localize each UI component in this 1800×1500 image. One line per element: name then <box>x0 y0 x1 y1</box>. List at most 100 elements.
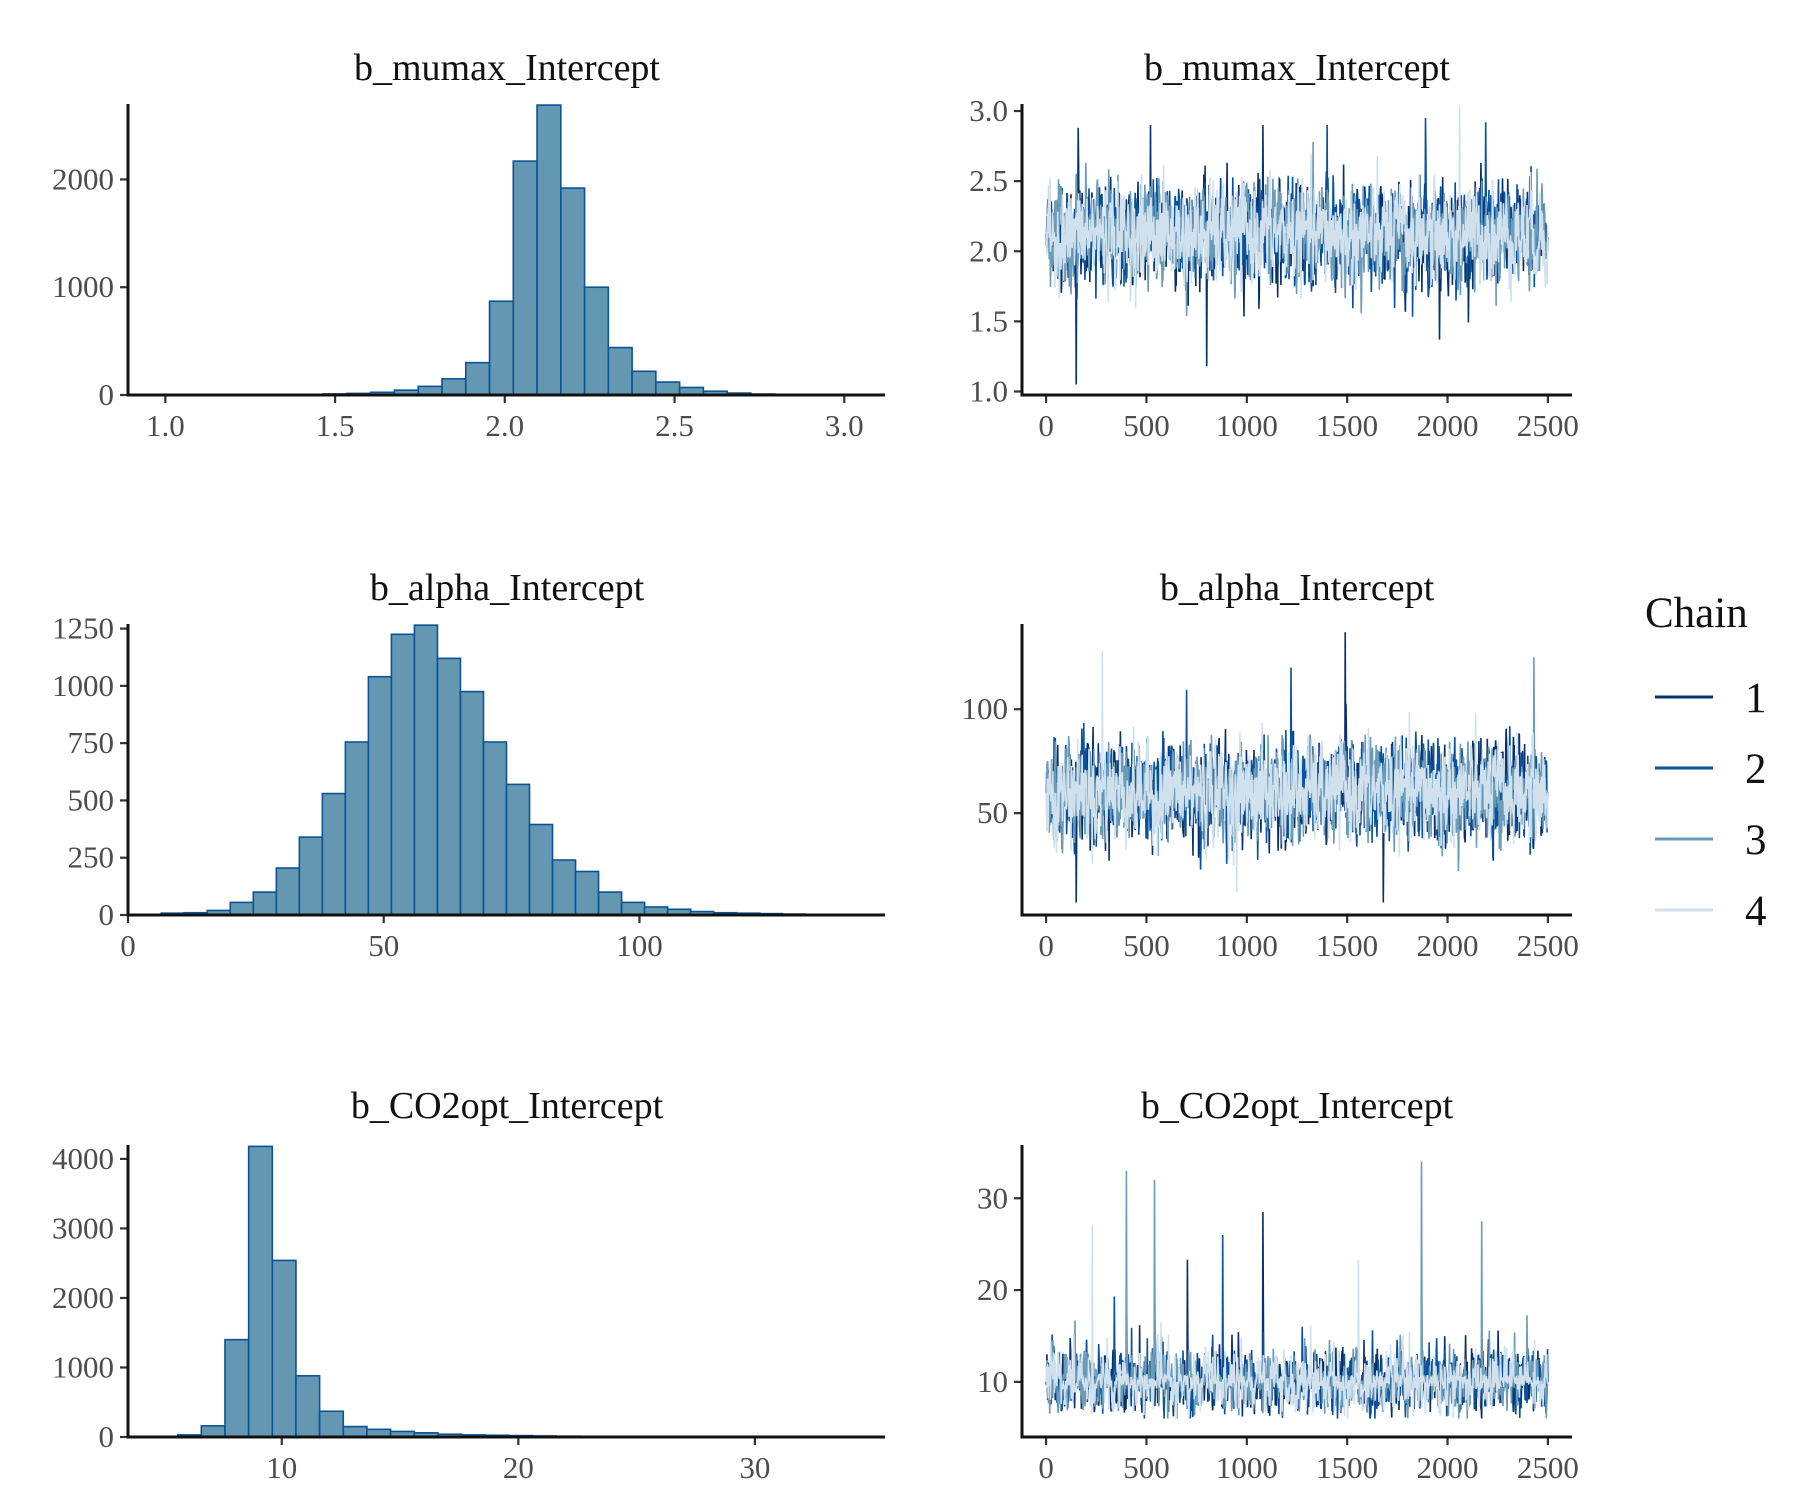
hist-bars <box>160 624 830 916</box>
axis-ticks: 1.0 1.5 2.0 2.5 3.0 0 1000 2000 <box>52 161 864 443</box>
hist-bar <box>298 836 324 916</box>
hist-bar <box>318 1410 345 1438</box>
y-tick-label: 3.0 <box>969 93 1008 128</box>
axis-ticks: 10 20 30 0 1000 2000 3000 4000 <box>52 1141 770 1485</box>
hist-bar <box>560 187 586 396</box>
y-tick-label: 20 <box>977 1272 1008 1307</box>
hist-bar <box>488 300 515 396</box>
axis-ticks: 0 500 1000 1500 2000 2500 1.0 1.5 2.0 2.5 3.0 <box>969 93 1579 443</box>
x-tick-label: 2500 <box>1517 928 1579 963</box>
axis-lines <box>126 1145 885 1439</box>
panel-title: b_mumax_Intercept <box>1144 47 1450 89</box>
x-tick-label: 20 <box>503 1450 534 1485</box>
y-tick-label: 500 <box>68 782 115 817</box>
y-tick-label: 1250 <box>52 611 114 646</box>
x-tick-label: 500 <box>1123 1450 1170 1485</box>
x-tick-label: 10 <box>266 1450 297 1485</box>
x-tick-label: 2000 <box>1417 928 1479 963</box>
axis-lines <box>126 104 885 397</box>
x-tick-label: 2.0 <box>485 408 524 443</box>
panel-title: b_alpha_Intercept <box>1160 567 1435 609</box>
hist-bar <box>528 823 554 916</box>
axis-lines <box>126 624 885 917</box>
panel-title: b_CO2opt_Intercept <box>351 1085 664 1127</box>
y-tick-label: 30 <box>977 1180 1008 1215</box>
hist-bar <box>459 690 485 916</box>
hist-bar <box>413 624 439 916</box>
legend-label-3: 3 <box>1745 817 1767 864</box>
x-tick-label: 1500 <box>1316 408 1378 443</box>
legend-label-4: 4 <box>1745 888 1767 935</box>
legend-title: Chain <box>1645 590 1748 637</box>
x-tick-label: 100 <box>616 928 663 963</box>
axis-lines <box>1020 1145 1572 1439</box>
y-tick-label: 10 <box>977 1364 1008 1399</box>
x-tick-label: 2500 <box>1517 1450 1579 1485</box>
hist-bar <box>482 741 508 916</box>
hist-bar <box>620 901 646 916</box>
x-tick-label: 50 <box>368 928 399 963</box>
y-tick-label: 1000 <box>52 1349 114 1384</box>
panel-trace-alpha: b_alpha_Intercept 0 500 1000 1500 2000 2500 50… <box>962 567 1579 963</box>
hist-bar <box>436 657 462 916</box>
hist-bar <box>655 381 681 396</box>
hist-bars <box>153 1145 865 1438</box>
y-tick-label: 2.0 <box>969 233 1008 268</box>
hist-bar <box>551 859 577 916</box>
x-tick-label: 2000 <box>1417 1450 1479 1485</box>
hist-bar <box>271 1259 297 1438</box>
trace-lines <box>1045 106 1549 385</box>
y-tick-label: 4000 <box>52 1141 114 1176</box>
hist-bar <box>583 286 610 396</box>
panel-trace-co2opt: b_CO2opt_Intercept 0 500 1000 1500 2000 2500 1… <box>977 1085 1579 1485</box>
panel-hist-alpha: b_alpha_Intercept 0 50 1000250500750100012… <box>52 567 885 963</box>
hist-bar <box>505 783 531 916</box>
x-tick-label: 2500 <box>1517 408 1579 443</box>
x-tick-label: 500 <box>1123 408 1170 443</box>
hist-bar <box>247 1145 274 1438</box>
x-tick-label: 500 <box>1123 928 1170 963</box>
hist-bar <box>321 792 347 916</box>
hist-bar <box>295 1375 321 1438</box>
hist-bar <box>344 741 370 916</box>
trace-line-chain-4 <box>1045 106 1549 308</box>
panel-hist-mumax: b_mumax_Intercept 1.0 1.5 2.0 2.5 3.0 0 1000 20… <box>52 47 885 443</box>
trace-line-chain-4 <box>1045 1225 1549 1419</box>
legend-label-1: 1 <box>1745 675 1767 722</box>
y-tick-label: 2.5 <box>969 163 1008 198</box>
x-tick-label: 1.0 <box>146 408 185 443</box>
trace-line-chain-4 <box>1045 650 1549 893</box>
y-tick-label: 0 <box>99 377 115 412</box>
y-tick-label: 50 <box>977 795 1008 830</box>
y-tick-label: 1.5 <box>969 303 1008 338</box>
x-tick-label: 1000 <box>1216 408 1278 443</box>
y-tick-label: 750 <box>68 725 115 760</box>
x-tick-label: 1500 <box>1316 1450 1378 1485</box>
y-tick-label: 0 <box>99 1419 115 1454</box>
panel-title: b_CO2opt_Intercept <box>1141 1085 1454 1127</box>
x-tick-label: 30 <box>739 1450 770 1485</box>
hist-bar <box>367 675 393 916</box>
x-tick-label: 1500 <box>1316 928 1378 963</box>
hist-bar <box>631 370 657 396</box>
hist-bar <box>224 1338 250 1438</box>
legend: Chain 1 2 3 4 <box>1645 590 1767 935</box>
hist-bar <box>200 1425 226 1438</box>
panel-hist-co2opt: b_CO2opt_Intercept 10 20 30 0 1000 2000 3000 40… <box>52 1085 885 1485</box>
axis-lines <box>1020 104 1572 397</box>
hist-bar <box>229 901 255 916</box>
hist-bar <box>536 104 562 396</box>
y-tick-label: 100 <box>962 691 1009 726</box>
x-tick-label: 2.5 <box>655 408 694 443</box>
legend-label-2: 2 <box>1745 746 1767 793</box>
hist-bar <box>607 346 633 396</box>
y-tick-label: 3000 <box>52 1210 114 1245</box>
hist-bar <box>441 378 467 396</box>
hist-bars <box>156 104 871 396</box>
x-tick-label: 1.5 <box>316 408 355 443</box>
hist-bar <box>574 870 600 916</box>
hist-bar <box>512 160 538 396</box>
y-tick-label: 2000 <box>52 161 114 196</box>
